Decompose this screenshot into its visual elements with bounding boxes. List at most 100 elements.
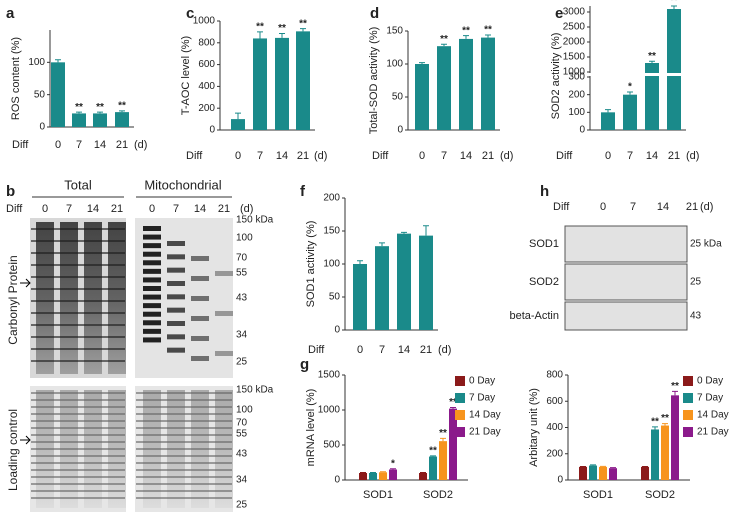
significance-label: ** xyxy=(671,381,679,392)
x-tick-label: 21 xyxy=(420,344,432,356)
x-prefix: Diff xyxy=(308,344,325,356)
marker-label: 25 kDa xyxy=(690,239,722,250)
bar xyxy=(437,46,451,130)
band xyxy=(167,321,185,326)
y-tick-label: 100 xyxy=(568,107,585,118)
x-tick-label: 0 xyxy=(357,344,363,356)
band xyxy=(143,320,161,326)
y-tick-label: 0 xyxy=(209,125,215,136)
band xyxy=(136,420,232,422)
blot-row-label: beta-Actin xyxy=(509,310,559,322)
unit-label: (d) xyxy=(700,201,713,213)
y-tick-label: 2000 xyxy=(563,37,586,48)
band xyxy=(136,448,232,450)
x-tick-label: 14 xyxy=(398,344,410,356)
bar xyxy=(459,38,473,130)
error-bar xyxy=(441,43,447,47)
marker-label: 100 xyxy=(236,405,253,416)
lane-label: 0 xyxy=(600,201,606,213)
significance-label: * xyxy=(628,82,632,93)
y-tick-label: 200 xyxy=(546,448,563,459)
y-tick-label: 2500 xyxy=(563,22,586,33)
y-tick-label: 1500 xyxy=(563,52,586,63)
error-bar xyxy=(627,91,633,95)
error-bar xyxy=(360,471,366,473)
x-tick-label: 7 xyxy=(76,139,82,151)
band xyxy=(31,288,125,290)
band xyxy=(136,483,232,485)
bar xyxy=(359,473,367,480)
error-bar xyxy=(235,112,241,120)
band xyxy=(191,316,209,321)
band xyxy=(31,336,125,338)
bar xyxy=(253,38,267,130)
error-bar xyxy=(55,59,61,63)
bar xyxy=(439,441,447,480)
band xyxy=(191,356,209,361)
band xyxy=(31,462,125,464)
band xyxy=(143,311,161,317)
band xyxy=(143,303,161,309)
blot xyxy=(564,301,688,331)
bar xyxy=(353,264,367,330)
x-tick-label: SOD1 xyxy=(583,489,613,501)
y-tick-label: 200 xyxy=(568,89,585,100)
group-label: Mitochondrial xyxy=(144,177,221,192)
y-tick-label: 400 xyxy=(198,81,215,92)
y-tick-label: 600 xyxy=(546,396,563,407)
bar xyxy=(72,113,86,127)
x-tick-label: 7 xyxy=(379,344,385,356)
error-bar xyxy=(300,28,306,32)
y-axis-label: Total-SOD activity (%) xyxy=(368,27,380,135)
error-bar xyxy=(370,471,376,473)
lane-label: 14 xyxy=(657,201,669,213)
error-bar xyxy=(279,33,285,38)
blot-panel-h: h Diff (d) xyxy=(540,183,713,331)
band xyxy=(136,399,232,401)
legend-swatch xyxy=(455,427,465,437)
legend-label: 14 Day xyxy=(469,410,501,421)
band xyxy=(143,234,161,240)
band xyxy=(143,337,161,343)
band xyxy=(136,469,232,471)
band xyxy=(136,413,232,415)
band xyxy=(143,328,161,334)
chart: f SOD1 activity (%) 0 50 100 150 200 0 7 14 21 Diff… xyxy=(300,183,451,356)
marker-label: 25 xyxy=(690,277,702,288)
y-tick-label: 1500 xyxy=(318,370,341,381)
y-tick-label: 600 xyxy=(198,59,215,70)
band xyxy=(167,347,185,353)
band xyxy=(143,286,161,291)
x-tick-label: 0 xyxy=(55,139,61,151)
error-bar xyxy=(440,437,446,442)
bar xyxy=(419,473,427,480)
group-label: Total xyxy=(64,177,92,192)
x-suffix: (d) xyxy=(134,139,147,151)
significance-label: * xyxy=(391,458,395,469)
lane xyxy=(108,222,126,374)
legend-swatch xyxy=(683,376,693,386)
error-bar xyxy=(671,5,677,9)
bar xyxy=(589,465,597,480)
band xyxy=(31,300,125,302)
band xyxy=(191,296,209,301)
y-axis-label: SOD1 activity (%) xyxy=(305,221,317,308)
bar xyxy=(415,64,429,130)
bar xyxy=(275,37,289,130)
x-prefix: Diff xyxy=(556,150,573,162)
band xyxy=(167,294,185,300)
marker-label: 25 xyxy=(236,357,248,368)
bar xyxy=(645,63,659,130)
bar xyxy=(51,62,65,128)
marker-label: 70 xyxy=(236,418,248,429)
significance-label: ** xyxy=(651,416,659,427)
y-tick-label: 50 xyxy=(329,292,341,303)
error-bar xyxy=(662,423,668,426)
lane-label: 0 xyxy=(149,203,155,215)
bar xyxy=(579,466,587,480)
band xyxy=(191,256,209,261)
panel-label: h xyxy=(540,183,549,200)
